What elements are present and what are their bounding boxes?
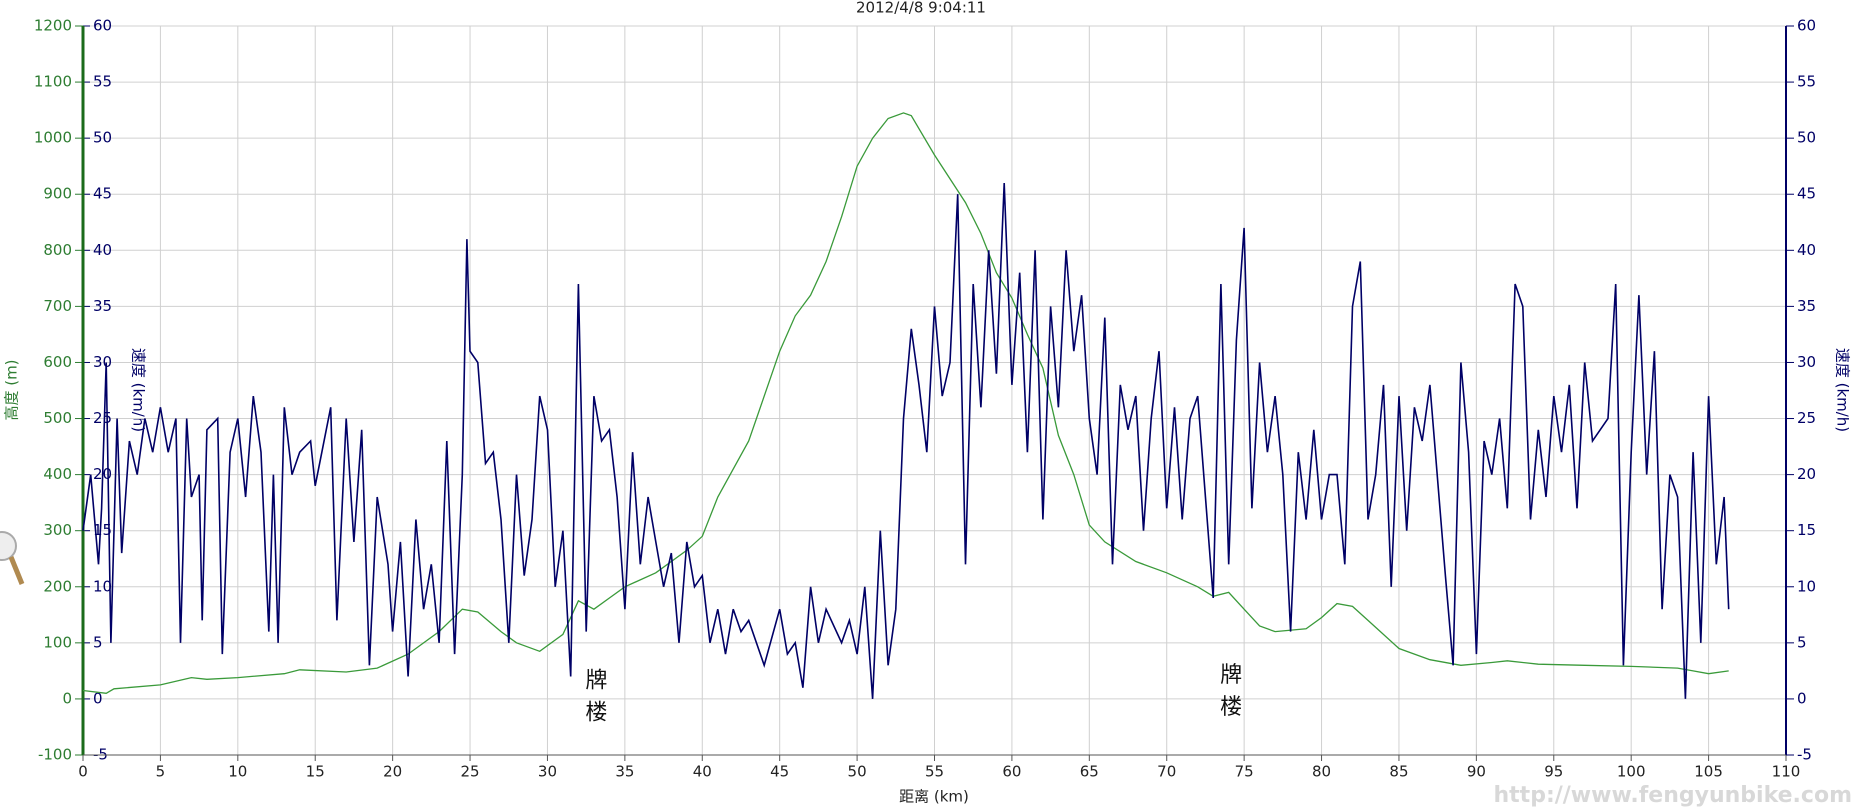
- x-axis-label: 距离 (km): [899, 788, 969, 806]
- annotation: 牌楼: [581, 668, 607, 732]
- y2-tick-label-inner: 55: [93, 73, 112, 91]
- x-tick-label: 20: [383, 763, 402, 781]
- y-tick-label: 300: [43, 521, 72, 539]
- x-tick-label: 75: [1235, 763, 1254, 781]
- x-tick-label: 80: [1312, 763, 1331, 781]
- y-tick-label: 900: [43, 185, 72, 203]
- x-tick-label: 105: [1694, 763, 1723, 781]
- y-tick-label: 500: [43, 409, 72, 427]
- x-tick-label: 85: [1389, 763, 1408, 781]
- x-tick-label: 70: [1157, 763, 1176, 781]
- y2-tick-label: 10: [1797, 577, 1816, 595]
- y2-tick-label: 5: [1797, 633, 1807, 651]
- magnifier-icon: [0, 531, 25, 585]
- x-tick-label: 45: [770, 763, 789, 781]
- y2-tick-label-inner: 50: [93, 129, 112, 147]
- chart-title: 2012/4/8 9:04:11: [856, 0, 986, 17]
- x-tick-label: 15: [306, 763, 325, 781]
- y-tick-label: 400: [43, 465, 72, 483]
- x-tick-label: 0: [78, 763, 88, 781]
- x-tick-label: 55: [925, 763, 944, 781]
- x-tick-label: 95: [1544, 763, 1563, 781]
- y-tick-label: 100: [43, 633, 72, 651]
- x-tick-label: 5: [156, 763, 166, 781]
- y-tick-label: 1100: [34, 73, 72, 91]
- y2-tick-label-inner: 30: [93, 353, 112, 371]
- y2-tick-label: 0: [1797, 689, 1807, 707]
- y-tick-label: 800: [43, 241, 72, 259]
- y2-tick-label: 60: [1797, 17, 1816, 35]
- y2-tick-label: 40: [1797, 241, 1816, 259]
- y2-tick-label: -5: [1797, 746, 1812, 764]
- x-tick-label: 30: [538, 763, 557, 781]
- y2-tick-label-inner: 5: [93, 633, 103, 651]
- x-tick-label: 40: [693, 763, 712, 781]
- annotation: 牌楼: [1216, 662, 1242, 726]
- y2-tick-label-inner: 0: [93, 689, 103, 707]
- x-tick-label: 65: [1080, 763, 1099, 781]
- y2-tick-label-inner: 35: [93, 297, 112, 315]
- x-tick-label: 90: [1467, 763, 1486, 781]
- line-series: [82, 112, 1729, 694]
- x-tick-label: 50: [848, 763, 867, 781]
- y-tick-label: 0: [62, 689, 72, 707]
- y2-tick-label-inner: 45: [93, 185, 112, 203]
- y2-tick-label: 50: [1797, 129, 1816, 147]
- x-tick-label: 60: [1002, 763, 1021, 781]
- y2-tick-label-inner: 25: [93, 409, 112, 427]
- y2-tick-label-inner: 40: [93, 241, 112, 259]
- x-tick-label: 10: [228, 763, 247, 781]
- y-tick-label: 1000: [34, 129, 72, 147]
- y-tick-label: 200: [43, 577, 72, 595]
- y-tick-label: 1200: [34, 17, 72, 35]
- x-tick-label: 25: [460, 763, 479, 781]
- y2-tick-label: 55: [1797, 73, 1816, 91]
- x-tick-label: 110: [1772, 763, 1801, 781]
- y2-tick-label: 25: [1797, 409, 1816, 427]
- y2-tick-label: 15: [1797, 521, 1816, 539]
- y2-tick-label-inner: 15: [93, 521, 112, 539]
- x-tick-label: 35: [615, 763, 634, 781]
- x-tick-label: 100: [1617, 763, 1646, 781]
- y2-tick-label: 30: [1797, 353, 1816, 371]
- y-axis-label: 高度 (m): [3, 359, 21, 420]
- y2-axis-label: 速度 (km/h): [1834, 348, 1852, 432]
- y2-axis-label-inner: 速度 (km/h): [130, 348, 148, 432]
- y2-tick-label: 35: [1797, 297, 1816, 315]
- y2-tick-label: 45: [1797, 185, 1816, 203]
- y-tick-label: 600: [43, 353, 72, 371]
- y-tick-label: -100: [38, 746, 72, 764]
- y2-tick-label-inner: 60: [93, 17, 112, 35]
- line-series: [82, 182, 1730, 699]
- y2-tick-label: 20: [1797, 465, 1816, 483]
- y2-tick-label-inner: 10: [93, 577, 112, 595]
- watermark: http://www.fengyunbike.com: [1494, 783, 1853, 808]
- y-tick-label: 700: [43, 297, 72, 315]
